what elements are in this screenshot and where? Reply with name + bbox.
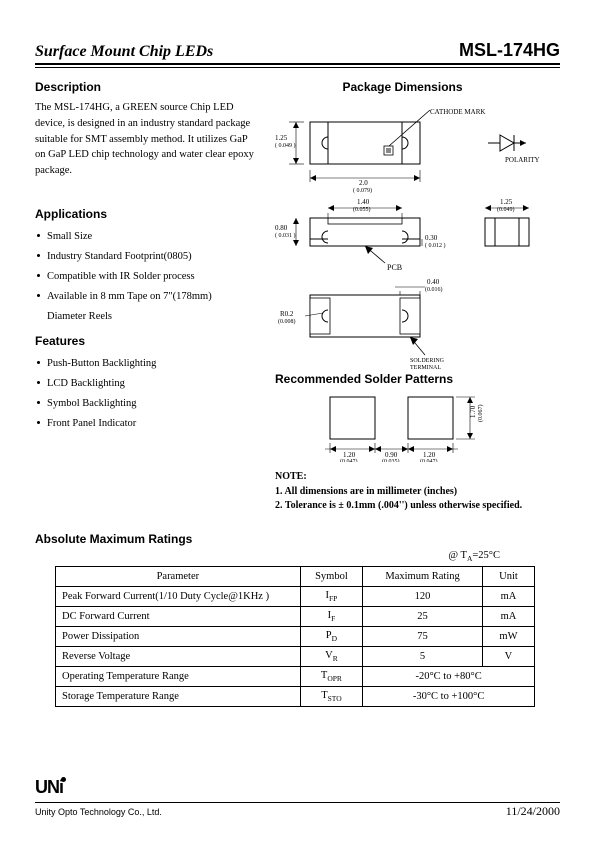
cell-symbol: TOPR: [300, 666, 362, 686]
cell-param: DC Forward Current: [56, 606, 301, 626]
pcb-label: PCB: [387, 263, 402, 272]
ratings-table: Parameter Symbol Maximum Rating Unit Pea…: [55, 566, 535, 708]
table-row: Peak Forward Current(1/10 Duty Cycle@1KH…: [56, 586, 535, 606]
dim-label: ( 0.049 ): [275, 142, 296, 149]
dim-label: (0.055): [353, 206, 371, 213]
cell-rating: 75: [363, 626, 483, 646]
solder-patterns-heading: Recommended Solder Patterns: [275, 372, 560, 386]
header-underline: [35, 66, 560, 68]
package-dimensions-diagram: CATHODE MARK 1.25 ( 0.049 ): [275, 100, 560, 370]
cell-rating: -30°C to +100°C: [363, 687, 535, 707]
cell-unit: mW: [482, 626, 534, 646]
table-row: Power Dissipation PD 75 mW: [56, 626, 535, 646]
title-left: Surface Mount Chip LEDs: [35, 43, 213, 61]
list-item: Front Panel Indicator: [37, 414, 260, 434]
page-footer: UNi Unity Opto Technology Co., Ltd. 11/2…: [35, 777, 560, 817]
dim-label: (0.047): [340, 458, 358, 462]
note-line: 1. All dimensions are in millimeter (inc…: [275, 485, 560, 500]
list-item: Available in 8 mm Tape on 7"(178mm): [37, 287, 260, 307]
right-column: Package Dimensions CATHODE MARK: [275, 80, 560, 514]
list-item: LCD Backlighting: [37, 374, 260, 394]
dim-label: 1.20: [343, 451, 356, 459]
cell-rating: 120: [363, 586, 483, 606]
list-item: Industry Standard Footprint(0805): [37, 247, 260, 267]
features-list: Push-Button Backlighting LCD Backlightin…: [35, 354, 260, 434]
dim-label: (0.049): [497, 206, 515, 213]
left-column: Description The MSL-174HG, a GREEN sourc…: [35, 80, 260, 514]
dim-label: 0.40: [427, 278, 440, 286]
col-symbol: Symbol: [300, 566, 362, 586]
cell-rating: 5: [363, 646, 483, 666]
dim-label: (0.067): [477, 405, 484, 423]
applications-heading: Applications: [35, 207, 260, 221]
dim-label: ( 0.012 ): [425, 242, 446, 249]
cell-symbol: VR: [300, 646, 362, 666]
cell-rating: 25: [363, 606, 483, 626]
dim-label: 1.25: [500, 198, 513, 206]
cell-param: Reverse Voltage: [56, 646, 301, 666]
cell-param: Operating Temperature Range: [56, 666, 301, 686]
dim-label: 0.90: [385, 451, 398, 459]
cell-unit: mA: [482, 586, 534, 606]
list-item: Push-Button Backlighting: [37, 354, 260, 374]
package-dimensions-heading: Package Dimensions: [245, 80, 560, 94]
cell-param: Peak Forward Current(1/10 Duty Cycle@1KH…: [56, 586, 301, 606]
dim-label: 2.0: [359, 179, 368, 187]
dim-label: (0.047): [420, 458, 438, 462]
cathode-mark-label: CATHODE MARK: [430, 108, 485, 116]
cell-symbol: IFP: [300, 586, 362, 606]
col-unit: Unit: [482, 566, 534, 586]
note-heading: NOTE:: [275, 470, 560, 485]
table-row: DC Forward Current IF 25 mA: [56, 606, 535, 626]
cell-param: Power Dissipation: [56, 626, 301, 646]
description-body: The MSL-174HG, a GREEN source Chip LED d…: [35, 100, 260, 179]
notes-block: NOTE: 1. All dimensions are in millimete…: [275, 470, 560, 514]
table-row: Storage Temperature Range TSTO -30°C to …: [56, 687, 535, 707]
page-date: 11/24/2000: [506, 804, 560, 819]
dim-label: (0.035): [382, 458, 400, 462]
main-columns: Description The MSL-174HG, a GREEN sourc…: [35, 80, 560, 514]
ratings-temp-condition: @ TA=25°C: [35, 550, 560, 563]
dim-label: 1.25: [275, 134, 288, 142]
list-item: Symbol Backlighting: [37, 394, 260, 414]
dim-label: (0.016): [425, 286, 443, 293]
list-item: Small Size: [37, 227, 260, 247]
solder-patterns-diagram: 1.20 (0.047) 0.90 (0.035) 1.20 (0.047) 1…: [275, 392, 560, 462]
cell-symbol: IF: [300, 606, 362, 626]
dim-label: ( 0.079): [353, 187, 372, 194]
company-logo: UNi: [35, 777, 560, 798]
cell-symbol: PD: [300, 626, 362, 646]
list-item: Compatible with IR Solder process: [37, 267, 260, 287]
dim-label: 1.70: [469, 405, 477, 418]
company-name: Unity Opto Technology Co., Ltd.: [35, 807, 560, 817]
dim-label: (0.008): [278, 318, 296, 325]
description-heading: Description: [35, 80, 260, 94]
title-right: MSL-174HG: [459, 40, 560, 61]
soldering-terminal-label: SOLDERING: [410, 358, 445, 364]
col-rating: Maximum Rating: [363, 566, 483, 586]
table-header-row: Parameter Symbol Maximum Rating Unit: [56, 566, 535, 586]
dim-label: 1.40: [357, 198, 370, 206]
features-heading: Features: [35, 334, 260, 348]
page-header: Surface Mount Chip LEDs MSL-174HG: [35, 40, 560, 65]
cell-unit: mA: [482, 606, 534, 626]
col-parameter: Parameter: [56, 566, 301, 586]
cell-param: Storage Temperature Range: [56, 687, 301, 707]
cell-symbol: TSTO: [300, 687, 362, 707]
note-line: 2. Tolerance is ± 0.1mm (.004'') unless …: [275, 499, 560, 514]
applications-list: Small Size Industry Standard Footprint(0…: [35, 227, 260, 307]
dim-label: 0.80: [275, 224, 288, 232]
table-row: Reverse Voltage VR 5 V: [56, 646, 535, 666]
dim-label: 1.20: [423, 451, 436, 459]
dim-label: ( 0.031 ): [275, 232, 296, 239]
cell-rating: -20°C to +80°C: [363, 666, 535, 686]
applications-subline: Diameter Reels: [35, 307, 260, 327]
table-row: Operating Temperature Range TOPR -20°C t…: [56, 666, 535, 686]
cell-unit: V: [482, 646, 534, 666]
polarity-label: POLARITY: [505, 156, 540, 164]
dim-label: 0.30: [425, 234, 438, 242]
soldering-terminal-label2: TERMINAL: [410, 365, 441, 370]
ratings-heading: Absolute Maximum Ratings: [35, 532, 560, 546]
dim-label: R0.2: [280, 310, 294, 318]
